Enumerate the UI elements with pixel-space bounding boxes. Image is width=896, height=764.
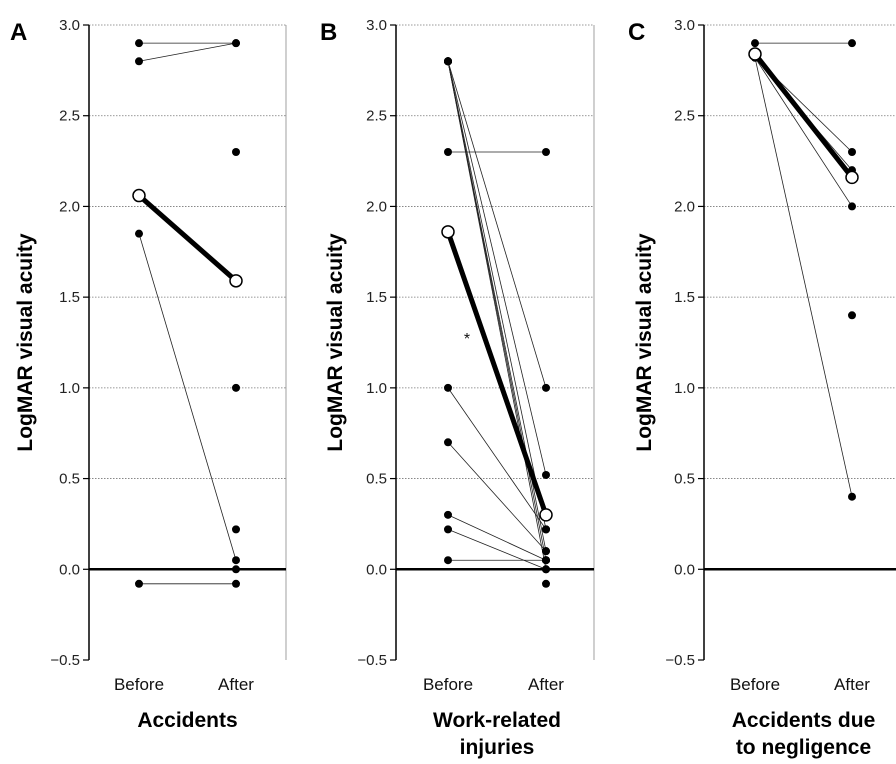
data-point-before — [444, 383, 452, 392]
y-axis-title: LogMAR visual acuity — [14, 233, 37, 452]
y-tick-label: −0.5 — [665, 652, 695, 669]
data-point-after — [848, 311, 856, 320]
mean-point-after — [845, 170, 859, 185]
data-point-before — [444, 57, 452, 66]
data-point-after — [542, 556, 550, 565]
x-axis-title: injuries — [460, 736, 535, 759]
data-point-after — [542, 470, 550, 479]
pair-line — [447, 514, 547, 561]
mean-line — [136, 193, 239, 284]
pair-line — [754, 57, 853, 207]
x-category-label: After — [218, 675, 254, 694]
mean-point-before — [441, 225, 455, 239]
pair-line — [447, 442, 547, 552]
y-tick-label: 1.0 — [59, 380, 80, 397]
y-tick-label: 2.5 — [59, 108, 80, 125]
y-tick-label: 1.0 — [674, 380, 695, 397]
panel-label: B — [320, 19, 337, 46]
y-axis-title: LogMAR visual acuity — [324, 233, 347, 452]
y-tick-label: 1.5 — [366, 289, 387, 306]
y-tick-label: 1.5 — [674, 289, 695, 306]
y-axis-title: LogMAR visual acuity — [633, 233, 656, 452]
x-axis-title: Work-related — [433, 709, 561, 732]
data-point-after — [848, 148, 856, 156]
data-point-after — [232, 579, 240, 588]
pair-line — [138, 42, 237, 62]
x-category-label: Before — [423, 675, 473, 694]
pair-line — [447, 61, 547, 570]
pair-line — [754, 57, 853, 497]
data-point-before — [444, 556, 452, 565]
panel-b: −0.5 0.0 0.5 1.0 1.5 2.0 2.5 3.0 B LogMAR visual … — [320, 17, 595, 759]
mean-point-after — [229, 274, 243, 288]
data-point-after — [232, 383, 240, 392]
y-tick-label: 2.0 — [674, 198, 695, 215]
data-point-after — [232, 556, 240, 565]
y-tick-label: 1.5 — [59, 289, 80, 306]
y-tick-label: 3.0 — [674, 17, 695, 34]
data-point-after — [542, 148, 550, 156]
data-point-after — [542, 383, 550, 392]
data-point-before — [135, 39, 143, 48]
data-point-before — [444, 525, 452, 534]
data-point-after — [542, 547, 550, 556]
y-tick-label: 0.0 — [674, 561, 695, 578]
mean-point-before — [748, 47, 762, 61]
pair-line — [447, 61, 547, 530]
y-tick-label: −0.5 — [50, 652, 80, 669]
panel-label: C — [628, 19, 645, 46]
significance-marker: * — [464, 331, 470, 348]
y-tick-label: 3.0 — [59, 17, 80, 34]
data-point-after — [848, 492, 856, 501]
y-tick-label: 2.0 — [59, 198, 80, 215]
panel-a: −0.5 0.0 0.5 1.0 1.5 2.0 2.5 3.0 A LogMAR visual … — [10, 17, 287, 732]
pair-line — [447, 61, 547, 476]
y-tick-label: 1.0 — [366, 380, 387, 397]
y-tick-label: 0.5 — [59, 471, 80, 488]
data-point-before — [751, 39, 759, 48]
data-point-after — [848, 39, 856, 48]
data-point-after — [542, 579, 550, 588]
data-point-before — [444, 510, 452, 519]
panel-c: −0.5 0.0 0.5 1.0 1.5 2.0 2.5 3.0 C LogMAR visual … — [628, 17, 896, 759]
x-axis-title: to negligence — [736, 736, 871, 759]
data-point-before — [135, 579, 143, 588]
x-axis-title: Accidents — [137, 709, 237, 732]
y-tick-label: 0.0 — [366, 561, 387, 578]
data-point-before — [135, 57, 143, 66]
x-category-label: Before — [730, 675, 780, 694]
y-tick-label: 2.0 — [366, 198, 387, 215]
pair-line — [447, 387, 547, 530]
x-axis-title: Accidents due — [732, 709, 876, 732]
y-tick-label: 2.5 — [674, 108, 695, 125]
y-tick-label: 0.5 — [366, 471, 387, 488]
y-tick-label: 0.5 — [674, 471, 695, 488]
x-category-label: After — [528, 675, 564, 694]
x-category-label: Before — [114, 675, 164, 694]
mean-line — [752, 51, 855, 180]
mean-point-after — [539, 508, 553, 522]
data-point-after — [232, 148, 240, 156]
panel-label: A — [10, 19, 27, 46]
mean-line — [445, 229, 549, 518]
data-point-before — [444, 438, 452, 447]
mean-point-before — [132, 188, 146, 203]
pair-line — [447, 61, 547, 388]
data-point-after — [542, 525, 550, 534]
data-point-after — [848, 202, 856, 211]
y-tick-label: 2.5 — [366, 108, 387, 125]
data-point-after — [542, 565, 550, 574]
data-point-after — [232, 39, 240, 48]
x-category-label: After — [834, 675, 870, 694]
y-tick-label: 3.0 — [366, 17, 387, 34]
pair-line — [447, 529, 547, 570]
y-tick-label: 0.0 — [59, 561, 80, 578]
pair-line — [138, 233, 237, 561]
data-point-before — [444, 148, 452, 156]
y-tick-label: −0.5 — [357, 652, 387, 669]
data-point-after — [232, 525, 240, 534]
data-point-after — [232, 565, 240, 574]
data-point-before — [135, 229, 143, 238]
